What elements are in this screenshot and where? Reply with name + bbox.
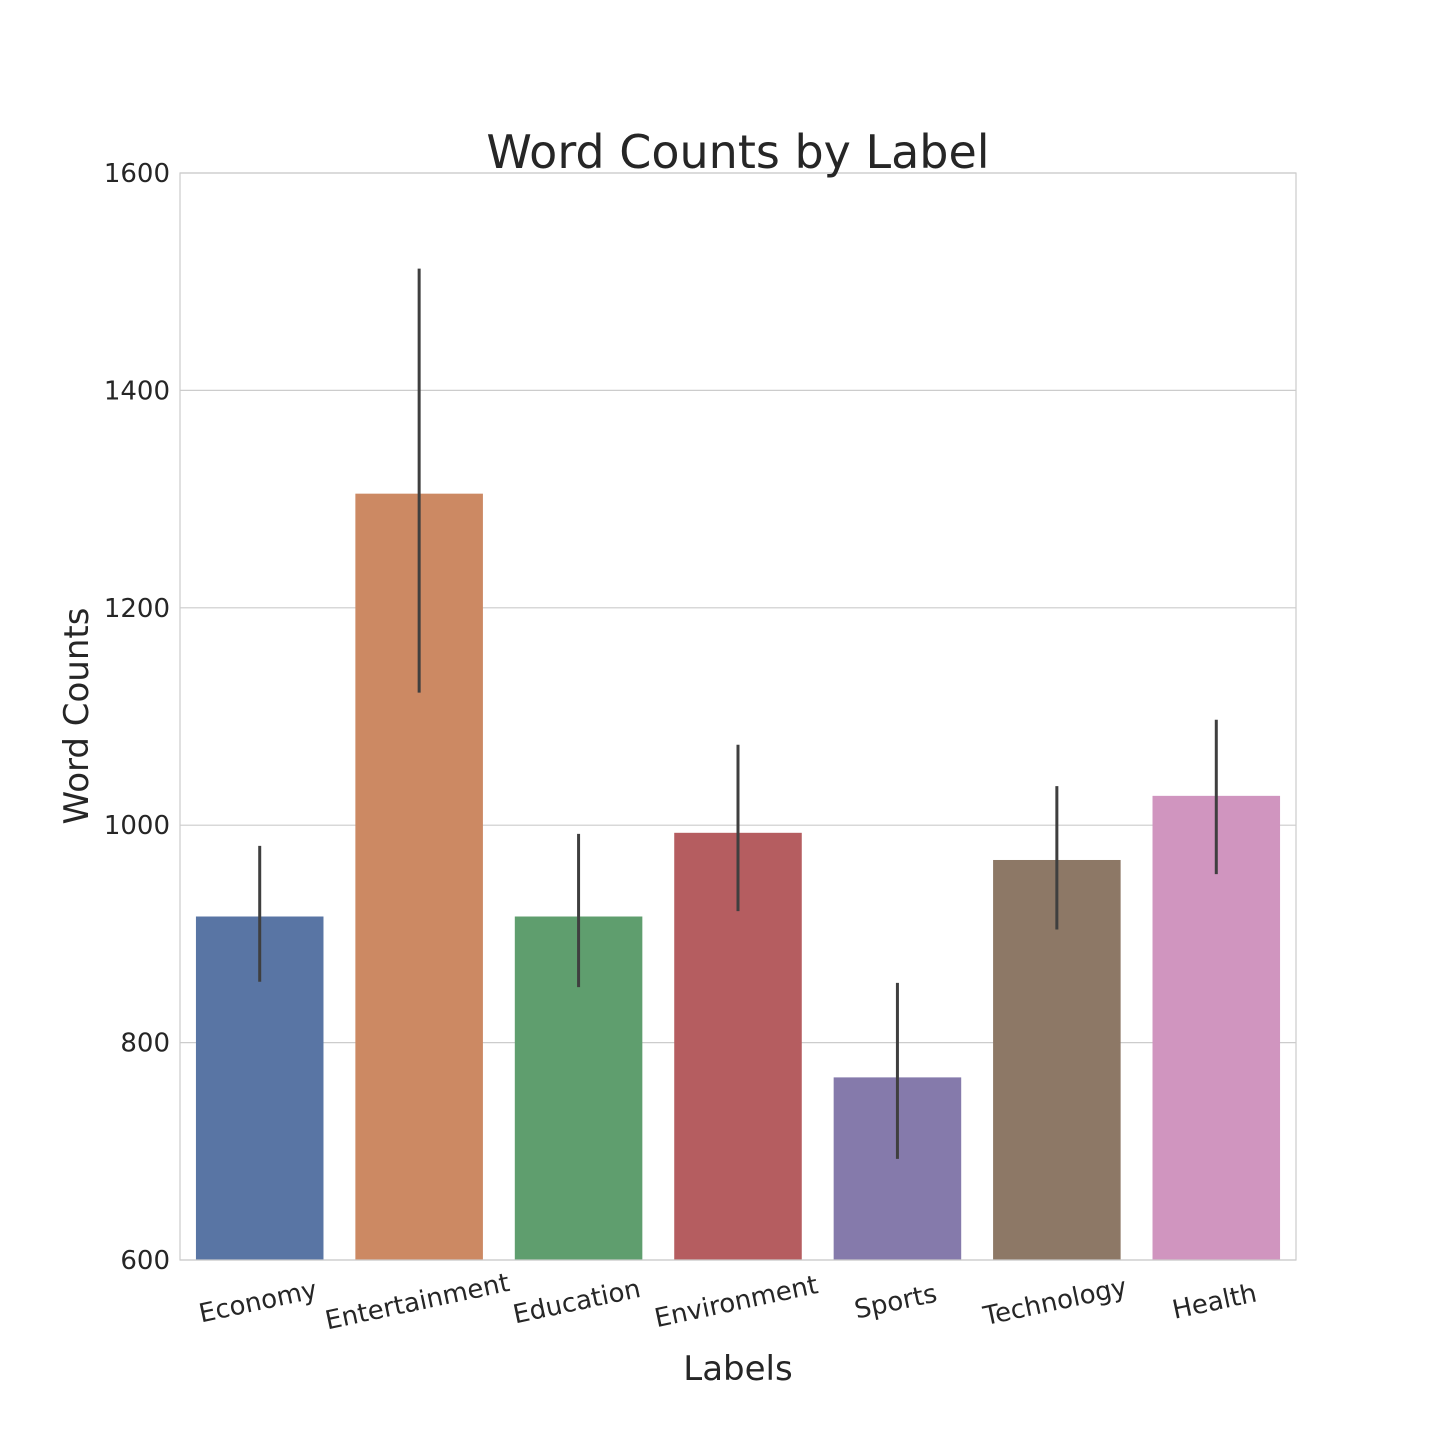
- y-tick-labels: 600 800 1000 1200 1400 1600: [104, 159, 170, 1276]
- x-tick-label: Education: [510, 1274, 643, 1330]
- x-tick-label: Environment: [652, 1270, 821, 1334]
- x-tick-label: Technology: [980, 1272, 1130, 1332]
- y-tick-label: 1400: [104, 376, 170, 406]
- y-tick-label: 600: [120, 1246, 170, 1276]
- y-tick-label: 1600: [104, 159, 170, 189]
- x-axis-label: Labels: [683, 1349, 792, 1389]
- x-tick-label: Sports: [852, 1279, 940, 1326]
- y-tick-label: 800: [120, 1029, 170, 1059]
- plot-frame: [179, 172, 1297, 1261]
- y-tick-label: 1000: [104, 811, 170, 841]
- x-tick-label: Economy: [196, 1275, 319, 1329]
- x-tick-label: Health: [1170, 1279, 1260, 1326]
- y-axis-label: Word Counts: [57, 608, 97, 825]
- error-bars: [258, 268, 1218, 1159]
- x-tick-label: Entertainment: [323, 1268, 513, 1336]
- y-tick-label: 1200: [104, 594, 170, 624]
- chart-title: Word Counts by Label: [486, 125, 989, 179]
